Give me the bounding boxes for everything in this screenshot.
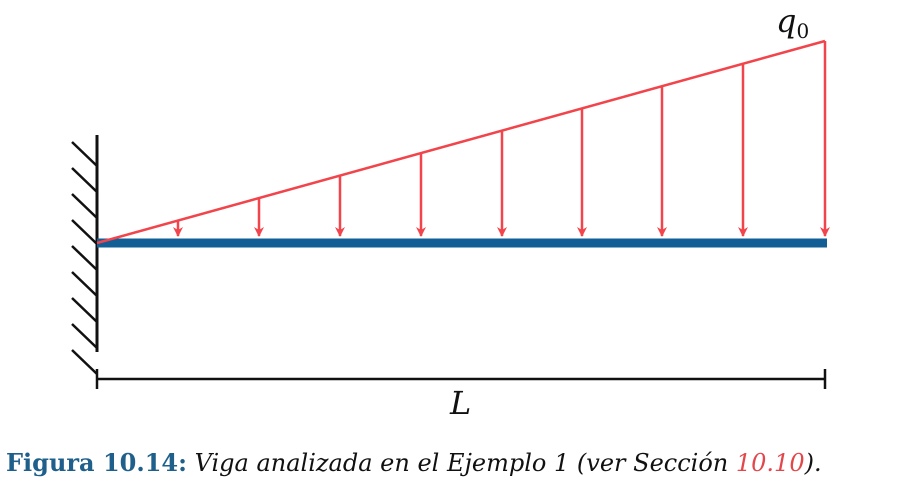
hatch-line xyxy=(71,349,98,375)
load-magnitude-label: q0 xyxy=(776,2,810,43)
hatch-line xyxy=(71,323,98,349)
hatch-line xyxy=(71,193,98,219)
wall-hatching xyxy=(71,141,98,375)
distributed-load xyxy=(96,39,830,245)
load-arrows xyxy=(173,63,748,237)
figure-caption: Figura 10.14: Viga analizada en el Ejemp… xyxy=(6,448,822,477)
caption-end: ). xyxy=(804,449,822,477)
load-envelope xyxy=(96,39,826,245)
caption-label: Figura 10.14: xyxy=(6,448,187,477)
hatch-line xyxy=(71,245,98,271)
hatch-line xyxy=(71,141,98,167)
cantilever-beam-diagram xyxy=(71,39,830,389)
hatch-line xyxy=(71,297,98,323)
caption-text: Viga analizada en el Ejemplo 1 (ver Secc… xyxy=(194,449,729,477)
caption-section-link[interactable]: 10.10 xyxy=(735,449,805,477)
hatch-line xyxy=(71,271,98,297)
length-dimension xyxy=(95,369,827,389)
fixed-support xyxy=(71,135,99,375)
length-label: L xyxy=(450,384,472,422)
hatch-line xyxy=(71,167,98,193)
hatch-line xyxy=(71,219,98,245)
